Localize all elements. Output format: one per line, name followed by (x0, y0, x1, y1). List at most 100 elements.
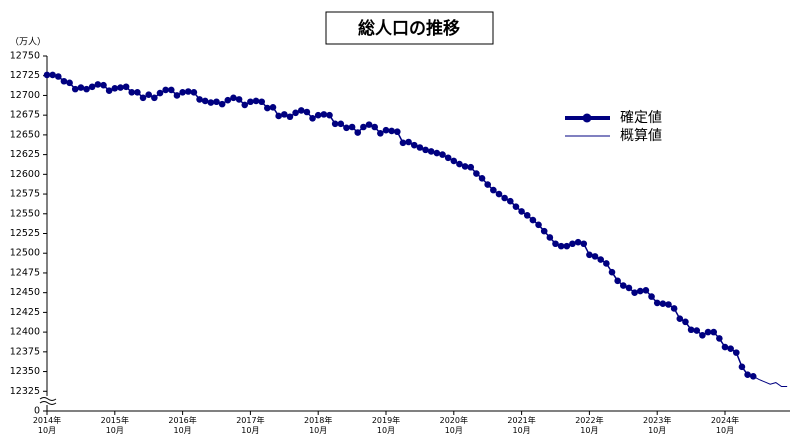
y-tick-label: 12675 (10, 110, 40, 121)
point (535, 221, 542, 229)
point (60, 77, 68, 85)
point (371, 123, 379, 131)
point (252, 97, 260, 105)
y-tick-label: 12500 (10, 248, 40, 259)
point (710, 328, 717, 336)
point (139, 94, 147, 102)
point (365, 121, 373, 128)
legend-marker (582, 113, 592, 123)
x-tick-label: 2015年 10月 (100, 416, 129, 435)
point (444, 154, 452, 162)
point (512, 203, 520, 210)
point (540, 227, 548, 235)
point (529, 216, 537, 224)
x-tick-label: 2022年 10月 (575, 416, 604, 435)
point (484, 181, 492, 188)
point (518, 208, 525, 215)
point (614, 277, 621, 285)
point (122, 83, 130, 91)
y-tick-label: 12750 (10, 51, 40, 62)
point (331, 120, 339, 128)
point (190, 88, 198, 96)
y-tick-label: 12550 (10, 208, 40, 219)
point (738, 363, 746, 371)
point (670, 305, 678, 312)
y-tick-label: 12700 (10, 90, 40, 101)
point (258, 98, 266, 106)
x-tick-label: 2017年 10月 (236, 416, 265, 435)
point (218, 100, 226, 108)
point (642, 287, 650, 294)
point (450, 157, 458, 165)
y-unit: （万人） (10, 37, 46, 48)
point (410, 141, 418, 149)
point (591, 253, 599, 260)
point (699, 331, 706, 339)
point (727, 345, 734, 352)
chart-title: 総人口の推移 (358, 18, 460, 39)
point (320, 111, 328, 118)
point (693, 327, 701, 334)
point (354, 129, 362, 136)
y-tick-label: 12575 (10, 189, 40, 200)
point (467, 163, 475, 171)
point (427, 148, 435, 155)
point (597, 256, 604, 263)
point (382, 126, 390, 134)
point (168, 86, 175, 94)
point (156, 89, 164, 97)
y-tick-label: 12625 (10, 149, 40, 160)
point (43, 71, 51, 79)
y-tick-label: 12400 (10, 327, 40, 338)
point (665, 301, 672, 308)
point (297, 107, 305, 114)
point (546, 234, 554, 241)
point (77, 84, 85, 91)
point (557, 242, 565, 250)
y-tick-label: 0 (34, 406, 40, 417)
point (405, 138, 412, 146)
point (625, 284, 633, 292)
point (608, 268, 616, 276)
point (230, 94, 237, 102)
y-tick-label: 12450 (10, 287, 40, 298)
x-tick-label: 2020年 10月 (439, 416, 468, 435)
point (377, 130, 384, 137)
point (682, 318, 689, 326)
point (309, 115, 316, 122)
point (586, 251, 593, 259)
point (473, 170, 480, 177)
point (207, 99, 215, 106)
point (676, 315, 684, 323)
point (213, 98, 220, 106)
point (151, 94, 158, 102)
y-tick-label: 12650 (10, 129, 40, 140)
x-tick-label: 2019年 10月 (371, 416, 401, 435)
point (145, 91, 152, 98)
point (721, 343, 729, 351)
point (286, 113, 294, 121)
point (343, 124, 350, 132)
x-tick-label: 2023年 10月 (643, 416, 672, 435)
title-box (325, 11, 494, 45)
point (636, 287, 644, 295)
point (281, 111, 288, 118)
point (416, 144, 424, 151)
y-tick-label: 12375 (10, 346, 40, 357)
point (94, 81, 102, 88)
point (303, 108, 311, 116)
point (224, 96, 232, 104)
point (433, 149, 441, 157)
point (235, 96, 243, 103)
point (173, 92, 181, 99)
point (733, 349, 740, 356)
point (399, 139, 407, 147)
y-tick-label: 12525 (10, 228, 40, 239)
x-tick-label: 2021年 10月 (507, 416, 536, 435)
point (648, 293, 655, 300)
point (55, 73, 62, 80)
point (501, 194, 508, 202)
point (264, 104, 271, 112)
point (523, 212, 531, 219)
